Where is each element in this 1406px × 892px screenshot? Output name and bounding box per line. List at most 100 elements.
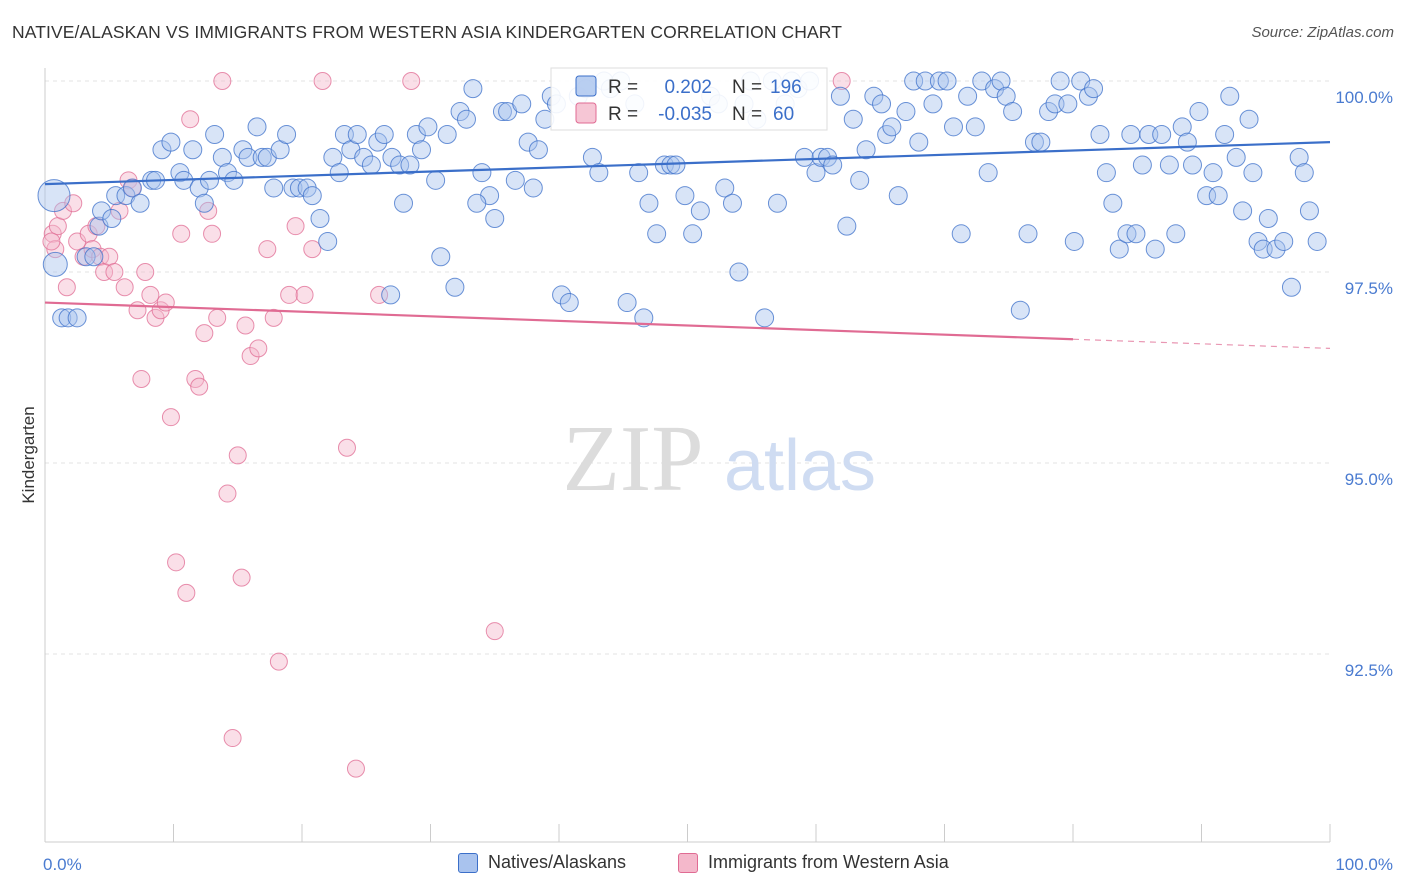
trend-lines [44, 141, 1331, 349]
point-natives-167 [1145, 239, 1165, 259]
point-immigrants-26 [161, 408, 180, 427]
point-natives-181 [1233, 201, 1253, 221]
point-natives-17 [161, 132, 181, 152]
legend-item-natives[interactable]: Natives/Alaskans [458, 852, 626, 873]
point-natives-153 [1058, 94, 1078, 114]
point-immigrants-4 [57, 278, 76, 297]
point-natives-163 [1121, 124, 1141, 144]
point-immigrants-33 [195, 324, 214, 343]
point-natives-53 [394, 193, 414, 213]
point-natives-43 [329, 163, 349, 183]
point-natives-169 [1159, 155, 1179, 175]
point-immigrants-48 [280, 285, 299, 304]
chart-title: NATIVE/ALASKAN VS IMMIGRANTS FROM WESTER… [12, 22, 843, 42]
point-natives-89 [629, 163, 649, 183]
series-immigrants-points [42, 72, 851, 778]
point-natives-49 [368, 132, 388, 152]
point-natives-161 [1109, 239, 1129, 259]
point-immigrants-37 [213, 72, 232, 90]
point-natives-192 [1299, 201, 1319, 221]
point-natives-90 [634, 308, 654, 328]
point-immigrants-36 [208, 308, 227, 327]
point-immigrants-47 [269, 652, 288, 671]
point-natives-175 [1197, 186, 1217, 206]
point-natives-20 [183, 140, 203, 160]
point-natives-190 [1289, 147, 1309, 167]
point-natives-127 [882, 117, 902, 137]
legend-r-value-pink: -0.035 [658, 104, 712, 125]
point-natives-138 [958, 86, 978, 106]
point-natives-158 [1090, 124, 1110, 144]
point-natives-109 [767, 193, 787, 213]
point-natives-134 [929, 71, 949, 91]
point-natives-54 [400, 155, 420, 175]
point-immigrants-32 [190, 377, 209, 396]
point-natives-79 [559, 293, 579, 313]
point-natives-188 [1274, 231, 1294, 251]
point-natives-36 [283, 178, 303, 198]
point-natives-182 [1239, 109, 1259, 129]
point-natives-103 [729, 262, 749, 282]
point-immigrants-44 [249, 339, 268, 358]
point-natives-60 [437, 124, 457, 144]
point-natives-172 [1177, 132, 1197, 152]
legend-item-immigrants[interactable]: Immigrants from Western Asia [678, 852, 949, 873]
point-natives-139 [965, 117, 985, 137]
legend-r-label-blue: R = [608, 77, 638, 98]
point-immigrants-50 [295, 285, 314, 304]
point-immigrants-21 [136, 263, 155, 281]
point-immigrants-43 [241, 347, 260, 366]
top-legend: R = 0.202 N = 196 R = -0.035 N = 60 [550, 67, 828, 131]
point-natives-133 [923, 94, 943, 114]
point-natives-10 [106, 186, 126, 206]
point-natives-63 [456, 109, 476, 129]
point-natives-122 [850, 170, 870, 190]
point-immigrants-5 [64, 194, 83, 213]
point-natives-59 [431, 247, 451, 267]
point-natives-194 [381, 285, 401, 305]
point-natives-174 [1189, 102, 1209, 122]
point-natives-135 [937, 71, 957, 91]
point-natives-195 [467, 193, 487, 213]
point-immigrants-58 [832, 72, 851, 90]
point-natives-41 [318, 231, 338, 251]
top-legend-swatch-pink [575, 102, 597, 124]
point-natives-124 [864, 86, 884, 106]
x-tick-label-1: 100.0% [1335, 855, 1393, 874]
point-natives-56 [412, 140, 432, 160]
trend-immigrants-extrapolated [1072, 338, 1331, 349]
point-natives-72 [518, 132, 538, 152]
top-legend-box [550, 67, 828, 131]
point-natives-164 [1126, 224, 1146, 244]
y-tick-label-1: 97.5% [1345, 279, 1393, 298]
point-natives-102 [722, 193, 742, 213]
point-immigrants-49 [286, 217, 305, 236]
point-natives-168 [1152, 124, 1172, 144]
point-natives-123 [856, 140, 876, 160]
point-natives-183 [1243, 163, 1263, 183]
point-natives-9 [102, 209, 122, 229]
point-natives-68 [492, 102, 512, 122]
x-tick-label-0: 0.0% [43, 855, 82, 874]
point-natives-73 [523, 178, 543, 198]
point-natives-157 [1084, 79, 1104, 99]
point-natives-118 [823, 155, 843, 175]
point-immigrants-56 [402, 72, 421, 90]
point-natives-2 [52, 308, 72, 328]
point-natives-115 [806, 163, 826, 183]
point-natives-189 [1281, 277, 1301, 297]
point-immigrants-22 [141, 285, 160, 304]
x-tick-labels: 0.0% 100.0% [43, 855, 1393, 874]
point-natives-1 [42, 251, 68, 277]
legend-n-label-blue: N = [732, 77, 762, 98]
point-natives-160 [1103, 193, 1123, 213]
point-natives-62 [450, 102, 470, 122]
legend-r-label-pink: R = [608, 104, 638, 125]
point-natives-58 [426, 170, 446, 190]
point-natives-171 [1172, 117, 1192, 137]
watermark-atlas: atlas [724, 426, 876, 506]
point-natives-39 [302, 186, 322, 206]
point-immigrants-16 [115, 278, 134, 297]
point-natives-143 [991, 71, 1011, 91]
point-immigrants-41 [232, 568, 251, 587]
